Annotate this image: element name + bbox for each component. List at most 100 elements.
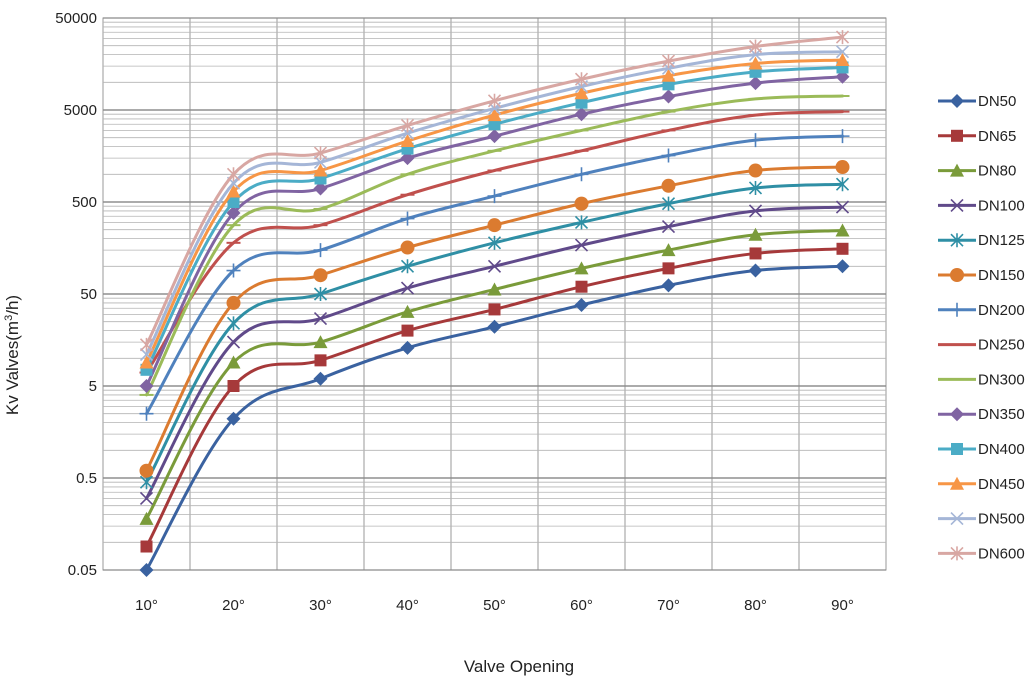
x-tick-label: 30° xyxy=(309,597,332,614)
data-point-dn80 xyxy=(313,335,328,349)
series-dn200 xyxy=(139,129,850,421)
legend-item-dn250: DN250 xyxy=(938,337,1025,354)
data-point-dn600 xyxy=(661,54,676,69)
data-point-dn350 xyxy=(574,107,589,122)
data-point-dn200 xyxy=(400,211,415,226)
series-line-dn250 xyxy=(145,110,844,375)
legend-marker-dn80 xyxy=(950,163,964,177)
data-point-dn100 xyxy=(400,281,415,295)
y-axis-title: Kv Valves(m3/h) xyxy=(3,295,22,415)
data-point-dn65 xyxy=(488,303,501,316)
data-point-dn65 xyxy=(575,280,588,293)
legend-label-dn450: DN450 xyxy=(978,476,1025,493)
legend-item-dn50: DN50 xyxy=(938,93,1016,110)
data-point-dn125 xyxy=(748,180,763,195)
data-point-dn50 xyxy=(487,319,502,334)
legend-item-dn150: DN150 xyxy=(938,267,1025,284)
data-point-dn65 xyxy=(401,324,414,337)
data-point-dn80 xyxy=(226,355,241,369)
data-point-dn600 xyxy=(574,72,589,87)
legend-item-dn500: DN500 xyxy=(938,511,1025,528)
legend-item-dn100: DN100 xyxy=(938,197,1025,214)
series-dn150 xyxy=(139,160,850,478)
data-point-dn450 xyxy=(139,355,154,369)
series-dn125 xyxy=(139,177,850,490)
data-point-dn400 xyxy=(836,61,849,74)
data-point-dn200 xyxy=(661,148,676,163)
data-point-dn150 xyxy=(139,463,154,478)
data-point-dn50 xyxy=(226,411,241,426)
data-point-dn125 xyxy=(400,259,415,274)
data-point-dn350 xyxy=(313,181,328,196)
legend-label-dn500: DN500 xyxy=(978,511,1025,528)
series-dn65 xyxy=(140,242,849,553)
data-point-dn100 xyxy=(748,204,763,218)
x-tick-label: 80° xyxy=(744,597,767,614)
legend-marker-dn150 xyxy=(950,268,964,282)
data-point-dn600 xyxy=(748,39,763,54)
legend-item-dn65: DN65 xyxy=(938,128,1016,145)
y-tick-label: 5000 xyxy=(64,102,97,119)
legend-marker-dn600 xyxy=(950,546,964,561)
data-point-dn500 xyxy=(139,347,154,362)
data-point-dn65 xyxy=(836,242,849,255)
data-point-dn500 xyxy=(835,45,850,59)
data-point-dn65 xyxy=(749,247,762,260)
data-point-dn600 xyxy=(487,93,502,108)
legend-marker-dn450 xyxy=(950,476,964,490)
data-point-dn80 xyxy=(574,261,589,275)
data-point-dn150 xyxy=(835,160,850,175)
data-point-dn65 xyxy=(662,262,675,275)
data-point-dn80 xyxy=(400,304,415,318)
data-point-dn400 xyxy=(488,118,501,131)
x-tick-label: 40° xyxy=(396,597,419,614)
legend-label-dn80: DN80 xyxy=(978,163,1016,180)
data-point-dn350 xyxy=(487,129,502,144)
x-tick-label: 50° xyxy=(483,597,506,614)
legend-item-dn300: DN300 xyxy=(938,371,1025,388)
data-point-dn200 xyxy=(487,189,502,204)
data-point-dn200 xyxy=(574,167,589,182)
x-tick-label: 60° xyxy=(570,597,593,614)
data-point-dn600 xyxy=(313,146,328,161)
data-point-dn200 xyxy=(139,406,154,421)
data-point-dn65 xyxy=(314,354,327,367)
data-point-dn50 xyxy=(748,263,763,278)
data-point-dn200 xyxy=(226,263,241,278)
data-point-dn50 xyxy=(400,340,415,355)
legend-marker-dn100 xyxy=(950,198,964,212)
data-point-dn50 xyxy=(574,297,589,312)
data-point-dn100 xyxy=(574,238,589,252)
legend-marker-dn125 xyxy=(950,233,964,248)
series-dn100 xyxy=(139,200,850,505)
series-dn450 xyxy=(139,52,850,369)
data-point-dn50 xyxy=(139,563,154,577)
legend-item-dn400: DN400 xyxy=(938,441,1025,458)
legend-marker-dn200 xyxy=(950,302,964,317)
series-dn600 xyxy=(139,30,850,352)
data-point-dn125 xyxy=(226,316,241,331)
data-point-dn400 xyxy=(227,196,240,208)
data-point-dn600 xyxy=(139,337,154,352)
legend-label-dn400: DN400 xyxy=(978,441,1025,458)
y-tick-label: 0.5 xyxy=(76,470,97,487)
data-point-dn125 xyxy=(487,235,502,250)
legend-label-dn50: DN50 xyxy=(978,93,1016,110)
data-point-dn100 xyxy=(661,220,676,234)
legend-marker-dn65 xyxy=(951,129,963,142)
data-point-dn450 xyxy=(661,68,676,82)
legend: DN50 DN65 DN80 DN100 DN125 DN150 DN200 DN250 DN3… xyxy=(938,93,1025,562)
data-point-dn450 xyxy=(574,86,589,100)
data-point-dn100 xyxy=(139,491,154,505)
series-dn350 xyxy=(139,69,850,393)
data-point-dn600 xyxy=(400,118,415,133)
data-point-dn450 xyxy=(313,163,328,177)
data-point-dn200 xyxy=(313,243,328,258)
x-tick-label: 90° xyxy=(831,597,854,614)
legend-item-dn80: DN80 xyxy=(938,163,1016,180)
data-point-dn500 xyxy=(313,155,328,169)
legend-item-dn200: DN200 xyxy=(938,302,1025,319)
data-point-dn200 xyxy=(835,129,850,144)
series-dn80 xyxy=(139,223,850,525)
